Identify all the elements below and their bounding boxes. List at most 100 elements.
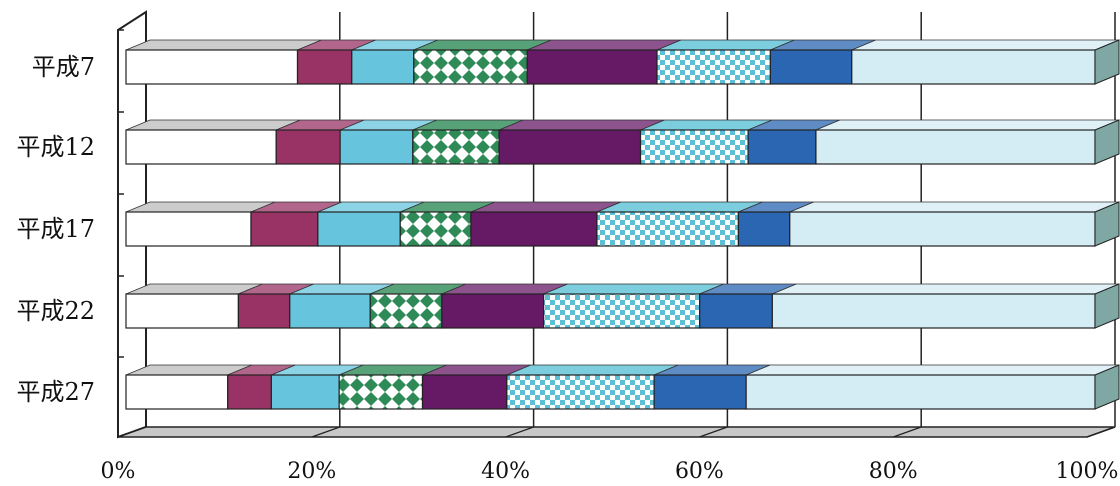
bar-segment <box>745 364 1120 410</box>
bar-segment-front <box>769 49 853 85</box>
bar-segment-front <box>237 293 291 329</box>
bar-segment <box>250 201 343 247</box>
bar-end-face <box>1094 283 1120 329</box>
bar-segment-top <box>527 39 682 51</box>
bar-segment <box>270 364 364 410</box>
bar-segment <box>543 283 724 329</box>
category-label: 平成22 <box>16 297 95 325</box>
bar-segment-front <box>653 374 747 410</box>
bar-segment-top <box>772 283 1120 295</box>
bar-segment-front <box>338 374 424 410</box>
category-labels: 平成7 平成12 平成17 平成22 平成27 <box>16 53 95 406</box>
bar-segment-top <box>470 201 622 213</box>
bar-segment <box>351 39 438 85</box>
bar-segment-top <box>125 119 301 131</box>
chart-floor <box>117 426 1116 438</box>
bar-segment-front <box>227 374 272 410</box>
bar-segment <box>506 364 679 410</box>
bar-end-face <box>1094 201 1120 247</box>
bar-segment <box>317 201 425 247</box>
x-tick-labels: 0% 20% 40% 60% 80% 100% <box>101 459 1119 484</box>
x-tick-label: 80% <box>869 459 918 484</box>
x-tick-label: 40% <box>481 459 530 484</box>
floor-gridline <box>1086 426 1116 438</box>
category-label: 平成7 <box>32 53 95 81</box>
bar-segment <box>441 283 568 329</box>
x-tick-label: 20% <box>287 459 336 484</box>
bar-segment-front <box>317 211 401 247</box>
bar-segment <box>815 119 1120 165</box>
bar-segment-front <box>125 49 299 85</box>
bar-segment-front <box>656 49 771 85</box>
bar-segment-front <box>543 293 701 329</box>
floor-gridline <box>117 426 147 438</box>
bar-segment-front <box>250 211 319 247</box>
bar-segment-front <box>421 374 508 410</box>
bar-segment <box>596 201 763 247</box>
bar-segment-front <box>369 293 443 329</box>
category-label: 平成27 <box>16 378 95 406</box>
bar-segment <box>227 364 296 410</box>
bar-segment <box>470 201 622 247</box>
bar-segment <box>125 201 276 247</box>
bar-segment <box>125 364 252 410</box>
x-tick-label: 0% <box>101 459 136 484</box>
x-tick-label: 100% <box>1056 459 1119 484</box>
bar-segment <box>237 283 314 329</box>
bar-segment <box>789 201 1120 247</box>
bar-segment-front <box>747 129 817 165</box>
bar-segment-front <box>289 293 371 329</box>
bar-segment-front <box>399 211 472 247</box>
bar-segment-front <box>470 211 598 247</box>
floor-gridline <box>505 426 534 438</box>
bar-segment-top <box>125 201 276 213</box>
category-label: 平成12 <box>16 133 95 161</box>
bar-segment-top <box>815 119 1120 131</box>
bar-segment-front <box>789 211 1096 247</box>
bar-segment-front <box>498 129 642 165</box>
bar-segment <box>769 39 876 85</box>
bar-row <box>125 364 1120 410</box>
bar-segment-front <box>737 211 791 247</box>
bar-segment-front <box>125 129 277 165</box>
bar-row <box>125 283 1120 329</box>
bar-segment-front <box>699 293 773 329</box>
bar-row <box>125 201 1120 247</box>
bar-segment-front <box>771 293 1096 329</box>
bar-segment <box>399 201 496 247</box>
bar-segment-front <box>815 129 1096 165</box>
bar-segment <box>413 39 552 85</box>
bar-segment-front <box>596 211 740 247</box>
bar-segment <box>653 364 771 410</box>
bar-segment-front <box>125 211 252 247</box>
floor-gridline <box>311 426 341 438</box>
category-label: 平成17 <box>16 215 95 243</box>
bar-segment <box>339 119 437 165</box>
bar-segment <box>338 364 447 410</box>
bar-segment-top <box>746 364 1120 376</box>
bar-segment-front <box>851 49 1096 85</box>
bar-end-face <box>1094 364 1120 410</box>
bar-row <box>125 119 1120 165</box>
bar-segment <box>771 283 1120 329</box>
bar-segment-front <box>639 129 749 165</box>
bar-segment-front <box>441 293 545 329</box>
bar-segment-front <box>270 374 340 410</box>
bar-segment-front <box>339 129 414 165</box>
bar-segment-top <box>506 364 679 376</box>
bar-segment-front <box>296 49 353 85</box>
bar-end-face <box>1094 39 1120 85</box>
bar-segment <box>125 39 322 85</box>
bar-segment <box>296 39 376 85</box>
floor-gridline <box>892 426 922 438</box>
bar-segment-front <box>526 49 658 85</box>
bar-segment-top <box>543 283 724 295</box>
bar-segment-top <box>851 39 1120 51</box>
bar-segment <box>656 39 795 85</box>
bar-segment <box>498 119 665 165</box>
bar-segment <box>125 283 263 329</box>
bar-segment <box>747 119 841 165</box>
bar-segment-front <box>125 374 229 410</box>
chart-bars <box>125 39 1120 410</box>
bar-segment-top <box>596 201 763 213</box>
